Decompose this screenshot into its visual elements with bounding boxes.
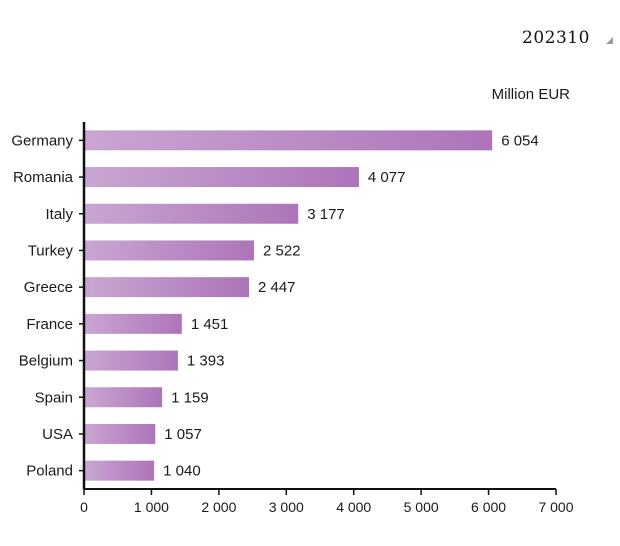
bar-greece [84,277,249,298]
category-label: Greece [24,279,73,296]
category-label: Belgium [19,353,73,370]
x-tick-label: 7 000 [538,499,573,515]
bar-spain [84,387,163,408]
value-label: 1 159 [171,389,209,406]
bar-italy [84,203,299,224]
value-label: 3 177 [307,206,345,223]
bar-france [84,313,182,334]
value-label: 2 447 [258,279,296,296]
value-label: 6 054 [501,132,539,149]
x-tick-label: 2 000 [201,499,236,515]
x-tick-label: 4 000 [336,499,371,515]
category-label: USA [42,426,73,443]
x-tick-label: 5 000 [404,499,439,515]
category-label: Italy [45,206,73,223]
x-tick-label: 6 000 [471,499,506,515]
category-label: Spain [35,389,73,406]
bar-romania [84,167,359,188]
bar-germany [84,130,493,151]
x-tick-label: 1 000 [134,499,169,515]
corner-marker-icon [606,37,613,44]
value-label: 2 522 [263,242,301,259]
category-label: France [26,316,73,333]
x-tick-label: 0 [80,499,88,515]
bar-usa [84,423,156,444]
x-tick-label: 3 000 [269,499,304,515]
bar-poland [84,460,155,481]
value-label: 1 451 [191,316,229,333]
unit-label: Million EUR [492,86,571,103]
value-label: 4 077 [368,169,406,186]
category-label: Turkey [28,242,74,259]
category-label: Germany [11,132,73,149]
value-label: 1 393 [187,353,225,370]
value-label: 1 057 [164,426,202,443]
figure-code: 202310 [522,28,590,48]
value-label: 1 040 [163,463,201,480]
bar-turkey [84,240,255,261]
bar-belgium [84,350,178,371]
category-label: Romania [13,169,74,186]
category-label: Poland [26,463,73,480]
